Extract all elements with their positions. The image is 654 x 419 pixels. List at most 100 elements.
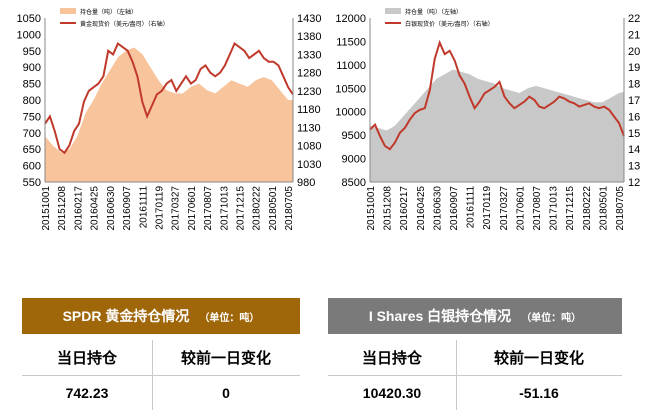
silver-ytick-right: 22 <box>628 13 640 25</box>
gold-col2-value: 0 <box>222 385 230 401</box>
silver-ytick-left: 10500 <box>335 83 366 95</box>
charts-canvas: 550 600 650 700 750 800 850 900 950 1000 1050 980 10… <box>17 8 640 231</box>
silver-xtick-label: 20170119 <box>482 186 493 230</box>
gold-col1-value: 742.23 <box>65 385 109 401</box>
gold-ytick-left: 550 <box>23 177 41 189</box>
silver-price-line <box>369 39 625 151</box>
gold-ytick-right: 1130 <box>297 122 321 134</box>
gold-legend-area-label: 持仓量（吨）（左轴） <box>80 8 137 16</box>
silver-ytick-right: 16 <box>628 111 640 123</box>
gold-xtick-label: 20180222 <box>252 186 263 231</box>
gold-table-unit: （单位：吨） <box>199 312 260 324</box>
silver-legend-line-label: 白银现货价（美元/盎司）（右轴） <box>405 20 494 28</box>
silver-ytick-left: 10000 <box>335 107 366 119</box>
gold-legend-area-swatch <box>60 8 76 14</box>
gold-xtick-label: 20151208 <box>57 186 68 231</box>
silver-ytick-right: 17 <box>628 95 640 107</box>
silver-xtick-label: 20160630 <box>432 186 443 231</box>
silver-xtick-label: 20180501 <box>598 186 609 231</box>
gold-xtick-label: 20170601 <box>187 186 198 231</box>
silver-col2-value: -51.16 <box>519 385 559 401</box>
silver-ytick-right: 21 <box>628 29 640 41</box>
gold-ytick-left: 750 <box>23 111 41 123</box>
silver-table-unit: （单位：吨） <box>521 312 582 324</box>
gold-ytick-right: 1030 <box>297 159 321 171</box>
silver-xtick-label: 20170327 <box>499 186 510 231</box>
gold-xtick-label: 20151001 <box>41 186 52 231</box>
gold-ytick-right: 1080 <box>297 141 321 153</box>
silver-ytick-right: 18 <box>628 79 640 91</box>
gold-table-title: SPDR 黄金持仓情况 <box>62 308 190 324</box>
gold-ytick-right: 1280 <box>297 68 321 80</box>
silver-xtick-label: 20151001 <box>366 186 377 231</box>
silver-ytick-left: 11500 <box>336 36 366 48</box>
silver-holdings-area <box>370 69 624 182</box>
gold-xtick-label: 20160907 <box>122 186 133 231</box>
silver-legend-area-label: 持仓量（吨）（左轴） <box>405 8 462 16</box>
silver-xtick-label: 20160217 <box>399 186 410 231</box>
gold-holdings-table: SPDR 黄金持仓情况 （单位：吨） 当日持仓 较前一日变化 742.23 0 <box>22 298 300 410</box>
silver-table-title: I Shares 白银持仓情况 <box>368 308 512 324</box>
gold-ytick-left: 1050 <box>17 13 41 25</box>
gold-ytick-right: 1230 <box>297 86 321 98</box>
gold-ytick-left: 600 <box>23 161 41 173</box>
silver-ytick-left: 12000 <box>335 13 366 25</box>
gold-ytick-right: 1380 <box>297 31 321 43</box>
silver-holdings-table: I Shares 白银持仓情况 （单位：吨） 当日持仓 较前一日变化 10420… <box>328 298 622 410</box>
silver-col1-value: 10420.30 <box>362 385 422 401</box>
silver-ytick-right: 12 <box>628 177 640 189</box>
gold-chart: 550 600 650 700 750 800 850 900 950 1000 1050 980 10… <box>17 8 321 231</box>
gold-ytick-left: 700 <box>23 128 41 140</box>
silver-table-col-divider <box>456 340 457 410</box>
silver-ytick-right: 14 <box>628 144 640 156</box>
silver-table-divider <box>328 375 622 376</box>
gold-holdings-area <box>45 47 293 182</box>
gold-xtick-label: 20170327 <box>171 186 182 231</box>
gold-xtick-label: 20160217 <box>73 186 84 231</box>
silver-col2-label: 较前一日变化 <box>493 349 584 367</box>
gold-xtick-label: 20161111 <box>138 186 149 229</box>
silver-ytick-left: 9500 <box>342 130 366 142</box>
silver-xtick-label: 20170807 <box>532 186 543 231</box>
gold-col2-label: 较前一日变化 <box>180 349 271 367</box>
gold-legend-line-label: 黄金现货价（美元/盎司）（右轴） <box>80 20 169 28</box>
gold-table-col-divider <box>152 340 153 410</box>
silver-chart: 8500 9000 9500 10000 10500 11000 11500 12000 12 1… <box>335 8 640 231</box>
gold-xtick-label: 20170119 <box>155 186 166 230</box>
silver-ytick-left: 9000 <box>342 154 366 166</box>
silver-legend-area-swatch <box>385 8 401 14</box>
gold-xtick-label: 20171215 <box>236 186 247 231</box>
silver-table-header: I Shares 白银持仓情况 （单位：吨） <box>328 298 622 334</box>
gold-xtick-label: 20170807 <box>203 186 214 231</box>
gold-ytick-left: 850 <box>23 79 41 91</box>
silver-xtick-label: 20160425 <box>416 186 427 231</box>
gold-ytick-left: 900 <box>23 62 41 74</box>
gold-xtick-label: 20160425 <box>90 186 101 231</box>
silver-col1-label: 当日持仓 <box>361 349 422 367</box>
silver-xtick-label: 20180222 <box>582 186 593 231</box>
silver-xtick-label: 20170601 <box>515 186 526 231</box>
silver-xtick-label: 20160907 <box>449 186 460 231</box>
silver-ytick-left: 11000 <box>336 60 366 72</box>
gold-ytick-right: 1180 <box>297 104 321 116</box>
silver-ytick-right: 15 <box>628 128 640 140</box>
gold-xtick-label: 20171013 <box>219 186 230 231</box>
gold-ytick-left: 950 <box>23 46 41 58</box>
silver-xtick-label: 20151208 <box>383 186 394 231</box>
gold-xtick-label: 20160630 <box>106 186 117 231</box>
silver-xtick-label: 20180705 <box>615 186 626 231</box>
gold-col1-label: 当日持仓 <box>56 349 117 367</box>
gold-xtick-label: 20180705 <box>284 186 295 231</box>
silver-ytick-left: 8500 <box>342 177 366 189</box>
gold-price-line <box>44 41 294 155</box>
silver-xtick-label: 20161111 <box>466 186 477 229</box>
gold-ytick-right: 1430 <box>297 13 321 25</box>
gold-ytick-left: 650 <box>23 144 41 156</box>
silver-xtick-label: 20171013 <box>549 186 560 231</box>
silver-ytick-right: 19 <box>628 62 640 74</box>
silver-xtick-label: 20171215 <box>565 186 576 231</box>
gold-xtick-label: 20180501 <box>268 186 279 231</box>
gold-ytick-left: 1000 <box>17 29 41 41</box>
silver-ytick-right: 20 <box>628 46 640 58</box>
gold-ytick-left: 800 <box>23 95 41 107</box>
